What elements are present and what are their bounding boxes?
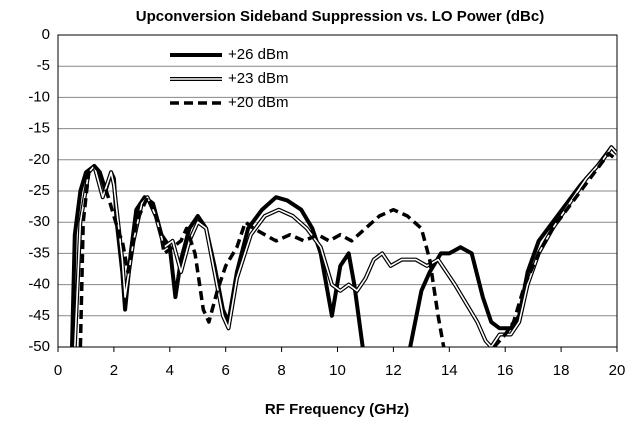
- y-tick-label: 0: [42, 26, 50, 43]
- x-tick-label: 18: [553, 362, 570, 379]
- legend-label: +26 dBm: [228, 46, 288, 63]
- legend-label: +23 dBm: [228, 70, 288, 87]
- x-tick-label: 16: [497, 362, 514, 379]
- y-tick-label: -5: [37, 57, 50, 74]
- x-tick-label: 12: [385, 362, 402, 379]
- x-tick-label: 14: [441, 362, 458, 379]
- grid: 0-5-10-15-20-25-30-35-40-45-500 2 4 6 8 10 12 1…: [28, 26, 625, 379]
- x-tick-label: 6: [222, 362, 230, 379]
- x-tick-label: 8: [277, 362, 285, 379]
- chart-title: Upconversion Sideband Suppression vs. LO…: [136, 8, 544, 25]
- series-line: [70, 145, 617, 347]
- y-tick-label: -25: [28, 182, 50, 199]
- x-tick-label: 10: [329, 362, 346, 379]
- x-tick-label: 4: [166, 362, 174, 379]
- legend: +26 dBm +23 dBm +20 dBm: [170, 46, 288, 111]
- y-tick-label: -35: [28, 244, 50, 261]
- x-tick-label: 0: [54, 362, 62, 379]
- x-tick-label: 20: [609, 362, 626, 379]
- legend-label: +20 dBm: [228, 94, 288, 111]
- y-tick-label: -10: [28, 88, 50, 105]
- y-tick-label: -45: [28, 307, 50, 324]
- y-tick-label: -30: [28, 213, 50, 230]
- plot-lines: [70, 145, 617, 347]
- x-axis-title: RF Frequency (GHz): [265, 401, 409, 418]
- plot-frame: [57, 34, 618, 348]
- y-tick-label: -40: [28, 276, 50, 293]
- x-tick-label: 2: [110, 362, 118, 379]
- y-tick-label: -15: [28, 120, 50, 137]
- y-tick-label: -50: [28, 338, 50, 355]
- series-line: [78, 151, 617, 347]
- y-tick-label: -20: [28, 151, 50, 168]
